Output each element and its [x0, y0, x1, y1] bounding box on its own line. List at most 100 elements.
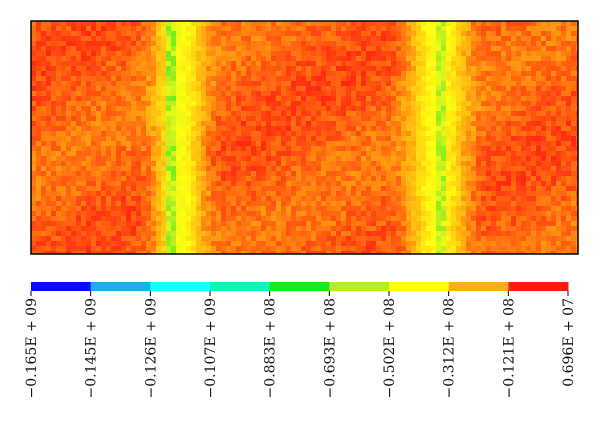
- contour-cell: [111, 96, 117, 102]
- contour-cell: [391, 41, 397, 47]
- contour-cell: [161, 56, 167, 62]
- contour-cell: [391, 196, 397, 202]
- contour-cell: [416, 106, 422, 112]
- contour-cell: [351, 211, 357, 217]
- contour-cell: [451, 76, 457, 82]
- contour-cell: [101, 21, 107, 27]
- contour-cell: [156, 61, 162, 67]
- contour-cell: [446, 36, 452, 42]
- contour-cell: [286, 106, 292, 112]
- contour-cell: [451, 181, 457, 187]
- contour-cell: [546, 61, 552, 67]
- contour-cell: [191, 201, 197, 207]
- contour-cell: [511, 111, 517, 117]
- contour-cell: [366, 81, 372, 87]
- contour-cell: [451, 226, 457, 232]
- contour-cell: [86, 186, 92, 192]
- contour-cell: [291, 76, 297, 82]
- contour-cell: [131, 176, 137, 182]
- contour-cell: [71, 136, 77, 142]
- contour-cell: [391, 166, 397, 172]
- contour-cell: [281, 56, 287, 62]
- contour-cell: [146, 171, 152, 177]
- contour-cell: [121, 21, 127, 27]
- contour-cell: [421, 81, 427, 87]
- contour-cell: [506, 111, 512, 117]
- contour-cell: [146, 26, 152, 32]
- contour-cell: [276, 166, 282, 172]
- contour-cell: [226, 76, 232, 82]
- contour-cell: [116, 76, 122, 82]
- contour-cell: [396, 196, 402, 202]
- contour-cell: [556, 206, 562, 212]
- contour-cell: [246, 196, 252, 202]
- contour-cell: [471, 226, 477, 232]
- contour-cell: [426, 226, 432, 232]
- contour-cell: [416, 201, 422, 207]
- contour-cell: [566, 131, 572, 137]
- contour-cell: [101, 86, 107, 92]
- contour-cell: [141, 131, 147, 137]
- contour-cell: [506, 86, 512, 92]
- contour-cell: [491, 21, 497, 27]
- contour-cell: [86, 36, 92, 42]
- contour-cell: [201, 126, 207, 132]
- contour-cell: [186, 61, 192, 67]
- contour-cell: [441, 156, 447, 162]
- contour-cell: [186, 171, 192, 177]
- contour-cell: [206, 86, 212, 92]
- contour-cell: [196, 36, 202, 42]
- contour-cell: [246, 46, 252, 52]
- contour-cell: [276, 191, 282, 197]
- contour-cell: [476, 191, 482, 197]
- contour-cell: [266, 71, 272, 77]
- contour-cell: [216, 51, 222, 57]
- contour-cell: [506, 231, 512, 237]
- contour-cell: [161, 231, 167, 237]
- contour-cell: [211, 96, 217, 102]
- contour-cell: [431, 206, 437, 212]
- contour-cell: [176, 246, 182, 252]
- contour-cell: [396, 131, 402, 137]
- contour-cell: [61, 121, 67, 127]
- contour-cell: [366, 156, 372, 162]
- contour-cell: [351, 126, 357, 132]
- contour-cell: [361, 121, 367, 127]
- contour-cell: [381, 181, 387, 187]
- contour-cell: [116, 216, 122, 222]
- contour-cell: [46, 41, 52, 47]
- contour-cell: [36, 231, 42, 237]
- contour-cell: [66, 31, 72, 37]
- contour-cell: [181, 216, 187, 222]
- contour-cell: [106, 186, 112, 192]
- contour-cell: [531, 66, 537, 72]
- contour-cell: [576, 186, 578, 192]
- contour-cell: [81, 231, 87, 237]
- contour-cell: [316, 151, 322, 157]
- contour-cell: [361, 31, 367, 37]
- contour-cell: [451, 46, 457, 52]
- contour-cell: [121, 101, 127, 107]
- contour-cell: [331, 206, 337, 212]
- contour-cell: [531, 116, 537, 122]
- contour-cell: [361, 131, 367, 137]
- contour-cell: [176, 121, 182, 127]
- contour-cell: [561, 126, 567, 132]
- contour-cell: [571, 106, 577, 112]
- contour-cell: [401, 96, 407, 102]
- contour-cell: [181, 166, 187, 172]
- contour-cell: [526, 196, 532, 202]
- contour-cell: [231, 106, 237, 112]
- contour-cell: [36, 211, 42, 217]
- contour-cell: [101, 81, 107, 87]
- contour-cell: [146, 241, 152, 247]
- contour-cell: [151, 226, 157, 232]
- contour-cell: [496, 141, 502, 147]
- contour-cell: [256, 61, 262, 67]
- contour-cell: [431, 56, 437, 62]
- contour-cell: [231, 146, 237, 152]
- contour-cell: [526, 36, 532, 42]
- contour-cell: [136, 136, 142, 142]
- contour-cell: [256, 81, 262, 87]
- contour-cell: [421, 101, 427, 107]
